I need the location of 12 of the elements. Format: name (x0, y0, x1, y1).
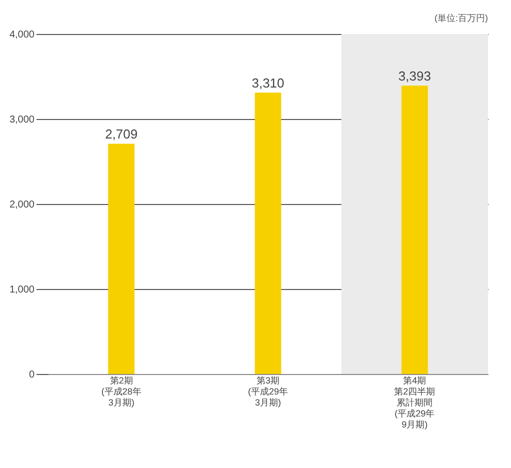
data-label: 2,709 (105, 126, 138, 142)
x-tick-label: 第4期第2四半期累計期間(平成29年9月期) (394, 376, 436, 430)
text: (単位:百万円) (434, 13, 488, 23)
y-tick-label: 4,000 (9, 30, 35, 40)
data-label: 3,310 (252, 76, 284, 91)
x-tick-label: 第2期(平成28年3月期) (101, 376, 142, 408)
y-tick-label: 0 (28, 370, 35, 380)
y-tick-label: 3,000 (9, 114, 35, 126)
y-tick-label: 1,000 (9, 284, 35, 296)
y-tick-label: 2,000 (9, 200, 35, 210)
x-tick-label: 第3期(平成29年3月期) (248, 376, 288, 408)
data-label: 3,393 (398, 68, 431, 84)
